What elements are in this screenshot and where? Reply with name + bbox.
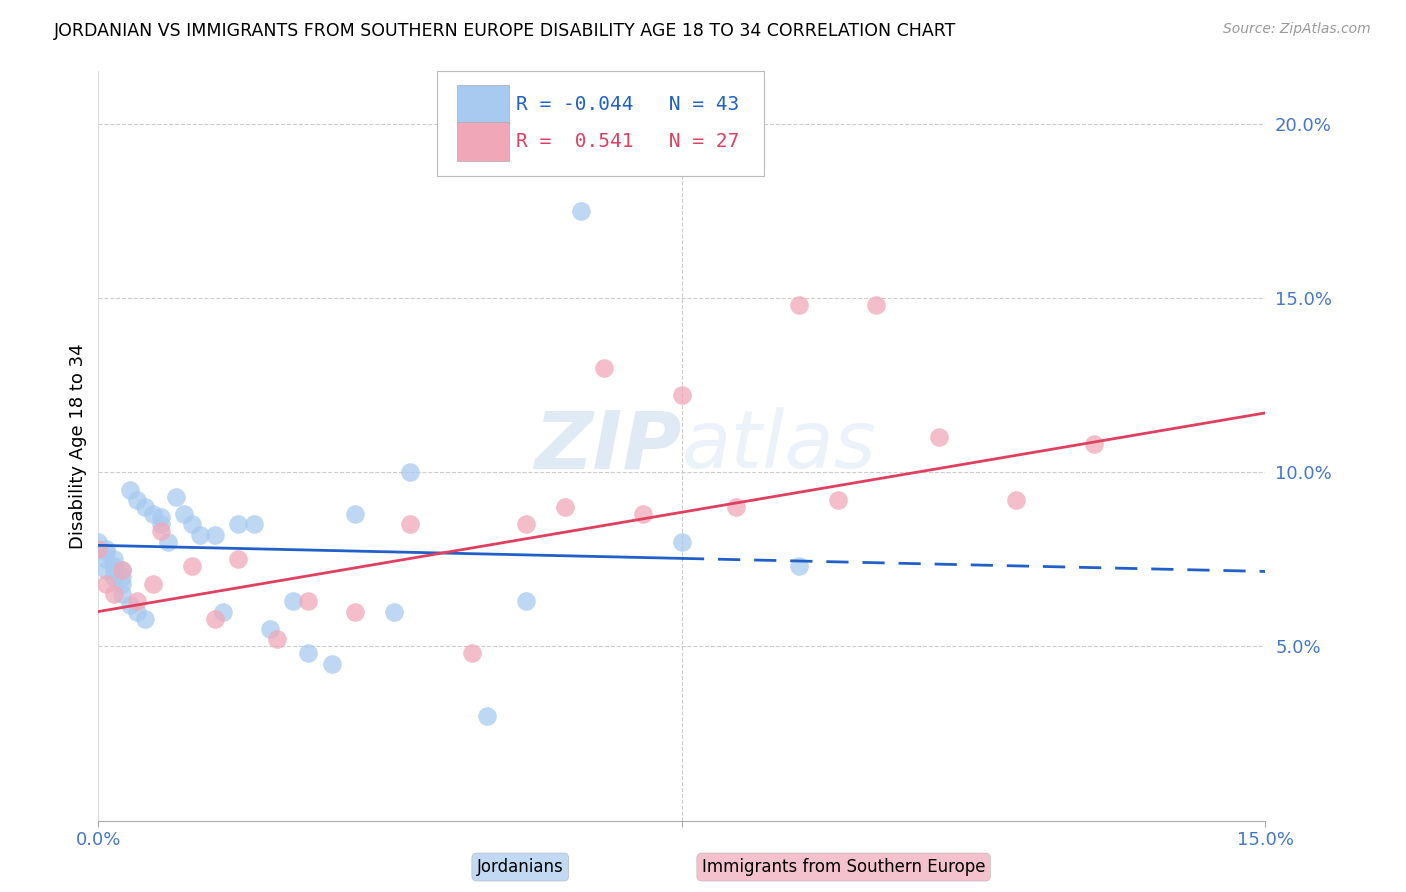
Point <box>96 576 118 591</box>
Point <box>212 605 235 619</box>
FancyBboxPatch shape <box>437 71 763 177</box>
Point <box>142 507 165 521</box>
Point <box>477 709 499 723</box>
Point <box>398 465 420 479</box>
Point <box>111 563 134 577</box>
Point <box>103 559 125 574</box>
Point <box>127 594 149 608</box>
Point <box>321 657 343 671</box>
Point <box>111 563 134 577</box>
Point <box>787 559 810 574</box>
Point <box>554 500 576 514</box>
Point <box>243 517 266 532</box>
Point <box>96 545 118 559</box>
Point <box>111 576 134 591</box>
Point <box>228 517 250 532</box>
Point <box>461 646 484 660</box>
Point <box>180 517 202 532</box>
Text: Jordanians: Jordanians <box>477 858 564 876</box>
Point <box>398 517 420 532</box>
Point <box>188 528 211 542</box>
Text: atlas: atlas <box>682 407 877 485</box>
Point <box>259 622 281 636</box>
Point <box>103 570 125 584</box>
Point <box>787 298 810 312</box>
Point <box>266 632 288 647</box>
Point <box>297 594 319 608</box>
Point <box>142 576 165 591</box>
Point <box>149 524 172 539</box>
Point <box>157 534 180 549</box>
Point <box>865 298 887 312</box>
Point <box>344 507 367 521</box>
Point <box>515 594 537 608</box>
Point <box>593 360 616 375</box>
Point <box>103 563 125 577</box>
Text: R = -0.044   N = 43: R = -0.044 N = 43 <box>516 95 740 114</box>
FancyBboxPatch shape <box>457 122 509 161</box>
FancyBboxPatch shape <box>457 85 509 124</box>
Text: JORDANIAN VS IMMIGRANTS FROM SOUTHERN EUROPE DISABILITY AGE 18 TO 34 CORRELATION: JORDANIAN VS IMMIGRANTS FROM SOUTHERN EU… <box>53 22 956 40</box>
Point <box>204 611 226 625</box>
Point <box>149 517 172 532</box>
Point <box>180 559 202 574</box>
Point <box>569 203 592 218</box>
Point <box>111 587 134 601</box>
Point <box>631 507 654 521</box>
Point <box>134 611 156 625</box>
Point <box>165 490 187 504</box>
Point <box>127 493 149 508</box>
Point <box>297 646 319 660</box>
Point <box>827 493 849 508</box>
Point <box>103 552 125 566</box>
Point <box>344 605 367 619</box>
Y-axis label: Disability Age 18 to 34: Disability Age 18 to 34 <box>69 343 87 549</box>
Point <box>118 483 141 497</box>
Point <box>134 500 156 514</box>
Point <box>281 594 304 608</box>
Point <box>96 552 118 566</box>
Point <box>515 517 537 532</box>
Point <box>928 430 950 444</box>
Point <box>111 570 134 584</box>
Text: ZIP: ZIP <box>534 407 682 485</box>
Text: Source: ZipAtlas.com: Source: ZipAtlas.com <box>1223 22 1371 37</box>
Point <box>1005 493 1028 508</box>
Point <box>149 510 172 524</box>
Point <box>671 388 693 402</box>
Point <box>671 534 693 549</box>
Text: R =  0.541   N = 27: R = 0.541 N = 27 <box>516 132 740 152</box>
Point <box>1083 437 1105 451</box>
Point <box>382 605 405 619</box>
Point <box>228 552 250 566</box>
Point <box>118 598 141 612</box>
Point <box>96 563 118 577</box>
Point <box>87 534 110 549</box>
Point <box>127 605 149 619</box>
Point <box>204 528 226 542</box>
Point <box>725 500 748 514</box>
Point <box>173 507 195 521</box>
Text: Immigrants from Southern Europe: Immigrants from Southern Europe <box>702 858 986 876</box>
Point <box>96 541 118 556</box>
Point <box>103 587 125 601</box>
Point <box>87 541 110 556</box>
